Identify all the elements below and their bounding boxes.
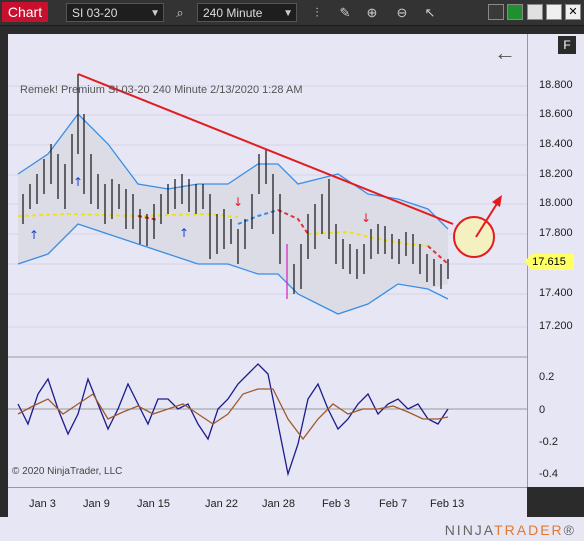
footer: NINJATRADER®: [0, 517, 584, 541]
buy-signal-icon: ↑: [73, 175, 83, 189]
trendline: [77, 73, 454, 225]
oscillator-a: [17, 363, 449, 477]
bollinger-band-fill: [18, 114, 448, 314]
price-chart: ↑ ↑ ↑ ↓ ↓: [8, 73, 527, 477]
time-tick: Feb 13: [430, 498, 465, 510]
chevron-down-icon: ▼: [150, 8, 160, 19]
bar-type-icon[interactable]: ⫶: [315, 5, 319, 20]
price-tick: 17.200: [539, 320, 573, 332]
time-tick: Jan 9: [83, 498, 110, 510]
close-icon[interactable]: ✕: [565, 4, 581, 20]
price-tick: 17.400: [539, 287, 573, 299]
logo-ninja: NINJA: [444, 522, 495, 538]
zoom-out-icon[interactable]: ⊖: [396, 5, 408, 20]
price-tick: 18.600: [539, 108, 573, 120]
window-color-icon[interactable]: [488, 4, 504, 20]
instrument-selector[interactable]: SI 03-20 ▼: [66, 3, 164, 22]
buy-signal-icon: ↑: [29, 228, 39, 242]
link-color-icon[interactable]: [507, 4, 523, 20]
price-tick: 17.800: [539, 227, 573, 239]
zoom-in-icon[interactable]: ⊕: [366, 5, 378, 20]
ninjatrader-logo: NINJATRADER®: [445, 522, 576, 538]
price-tick: 18.800: [539, 79, 573, 91]
logo-tm: ®: [563, 522, 576, 538]
sell-signal-icon: ↓: [361, 211, 371, 225]
osc-tick: 0.2: [539, 371, 555, 383]
copyright-label: © 2020 NinjaTrader, LLC: [12, 466, 123, 477]
time-tick: Jan 3: [29, 498, 56, 510]
time-tick: Feb 3: [322, 498, 351, 510]
pencil-icon[interactable]: ✎: [339, 5, 351, 20]
sell-signal-icon: ↓: [233, 195, 243, 209]
time-tick: Jan 22: [205, 498, 239, 510]
target-circle: [453, 216, 495, 258]
f-button[interactable]: F: [558, 36, 576, 54]
midline-red: [427, 245, 449, 265]
osc-tick: -0.2: [539, 436, 558, 448]
buy-signal-icon: ↑: [179, 226, 189, 240]
interval-value: 240 Minute: [203, 6, 263, 20]
bollinger-upper: [17, 113, 449, 230]
midline-red: [137, 215, 159, 221]
minimize-icon[interactable]: [527, 4, 543, 20]
instrument-value: SI 03-20: [72, 6, 118, 20]
chart-tab[interactable]: Chart: [2, 2, 48, 22]
price-bars: [22, 74, 449, 299]
current-price-marker: 17.615: [524, 254, 574, 270]
oscillator-b: [17, 388, 449, 441]
price-tick: 18.200: [539, 168, 573, 180]
chevron-down-icon: ▼: [283, 8, 293, 19]
cursor-icon[interactable]: ↖: [424, 5, 436, 20]
toolbar: Chart SI 03-20 ▼ ⌕ 240 Minute ▼ ⫶ ✎ ⊕ ⊖ …: [0, 0, 584, 26]
time-tick: Feb 7: [379, 498, 408, 510]
osc-tick: 0: [539, 404, 546, 416]
bollinger-lower: [17, 223, 449, 315]
maximize-icon[interactable]: [546, 4, 562, 20]
chart-info-label: Remek! Premium SI 03-20 240 Minute 2/13/…: [20, 84, 303, 96]
logo-trader: TRADER: [494, 522, 564, 538]
interval-selector[interactable]: 240 Minute ▼: [197, 3, 297, 22]
back-arrow-icon[interactable]: ←: [494, 40, 516, 65]
arrow-head-icon: [492, 195, 502, 207]
price-tick: 18.400: [539, 138, 573, 150]
time-tick: Jan 28: [262, 498, 296, 510]
time-axis[interactable]: Jan 3 Jan 9 Jan 15 Jan 22 Jan 28 Feb 3 F…: [8, 487, 527, 518]
osc-tick: -0.4: [539, 468, 558, 480]
time-tick: Jan 15: [137, 498, 171, 510]
price-tick: 18.000: [539, 197, 573, 209]
midline-red: [277, 209, 309, 235]
magnify-icon[interactable]: ⌕: [176, 5, 184, 20]
breakout-arrow: [475, 201, 499, 238]
